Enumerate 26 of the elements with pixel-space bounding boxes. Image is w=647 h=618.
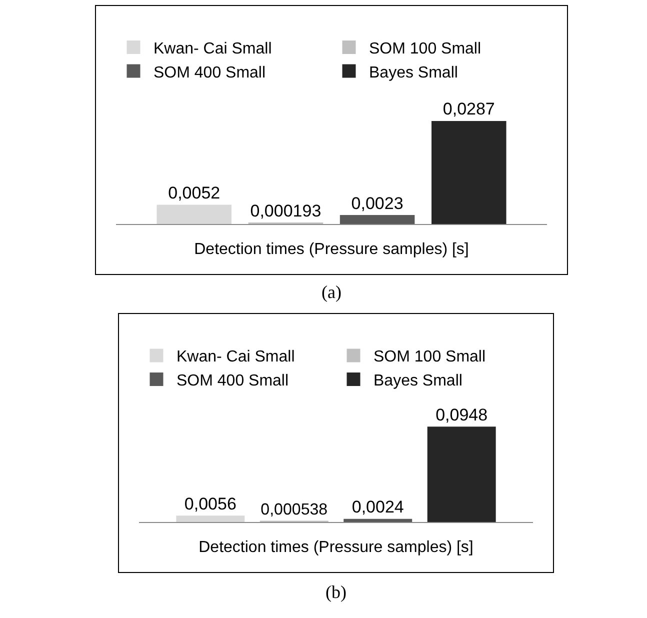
legend-label: SOM 100 Small xyxy=(369,40,482,58)
bar xyxy=(176,516,245,522)
legend-label: Kwan- Cai Small xyxy=(176,348,295,366)
bar xyxy=(427,426,496,522)
text: (b) xyxy=(324,582,348,603)
bar xyxy=(344,518,412,522)
data-label: 0,0948 xyxy=(436,405,488,424)
legend-label: Bayes Small xyxy=(374,372,462,390)
data-label: 0,0052 xyxy=(168,183,220,202)
legend-label: Bayes Small xyxy=(369,64,458,82)
text: (a) xyxy=(320,282,342,303)
data-label: 0,0056 xyxy=(184,494,236,514)
bar xyxy=(156,204,232,224)
data-label: 0,0023 xyxy=(351,194,404,213)
legend-label: SOM 400 Small xyxy=(176,372,289,390)
data-label: 0,0287 xyxy=(442,100,495,119)
bar xyxy=(432,120,506,224)
legend-label: SOM 400 Small xyxy=(154,64,266,82)
data-label: 0,0024 xyxy=(352,498,404,517)
x-axis-title: Detection times (Pressure samples) [s] xyxy=(194,240,469,258)
x-axis-title: Detection times (Pressure samples) [s] xyxy=(198,538,474,556)
data-label: 0,000193 xyxy=(250,201,322,220)
legend-label: SOM 100 Small xyxy=(374,348,486,366)
legend-label: Kwan- Cai Small xyxy=(154,40,272,58)
bar xyxy=(340,215,415,224)
data-label: 0,000538 xyxy=(260,500,328,519)
